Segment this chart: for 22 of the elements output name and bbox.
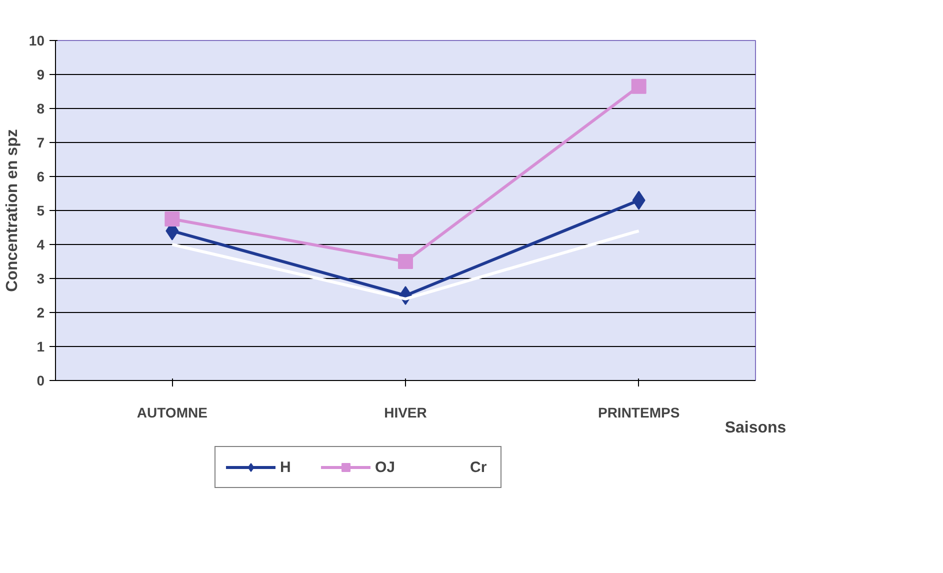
y-axis-title: Concentration en spz: [4, 129, 21, 292]
y-tick-label: 6: [36, 168, 45, 184]
text: Cr: [470, 458, 488, 476]
y-tick-label: 8: [36, 100, 45, 116]
legend-label: H: [280, 458, 292, 476]
point: [398, 254, 413, 269]
y-tick-label: 10: [28, 32, 45, 48]
y-tick-label: 5: [36, 202, 45, 218]
y-tick-label: 4: [36, 236, 45, 252]
y-tick-label: 7: [36, 134, 45, 150]
y-tick-label: 0: [36, 372, 45, 388]
x-axis-title: Saisons: [724, 420, 786, 436]
y-tick-label: 9: [36, 66, 45, 82]
point: [164, 212, 180, 226]
y-tick-label: 2: [36, 304, 45, 320]
y-tick-label: 3: [36, 270, 45, 286]
legend-label: OJ: [374, 458, 396, 476]
y-tick-label: 1: [36, 338, 45, 354]
x-tick-label: HIVER: [384, 404, 427, 420]
point: [631, 78, 646, 94]
x-tick-label: AUTOMNE: [136, 404, 208, 420]
x-tick-label: PRINTEMPS: [598, 404, 680, 420]
